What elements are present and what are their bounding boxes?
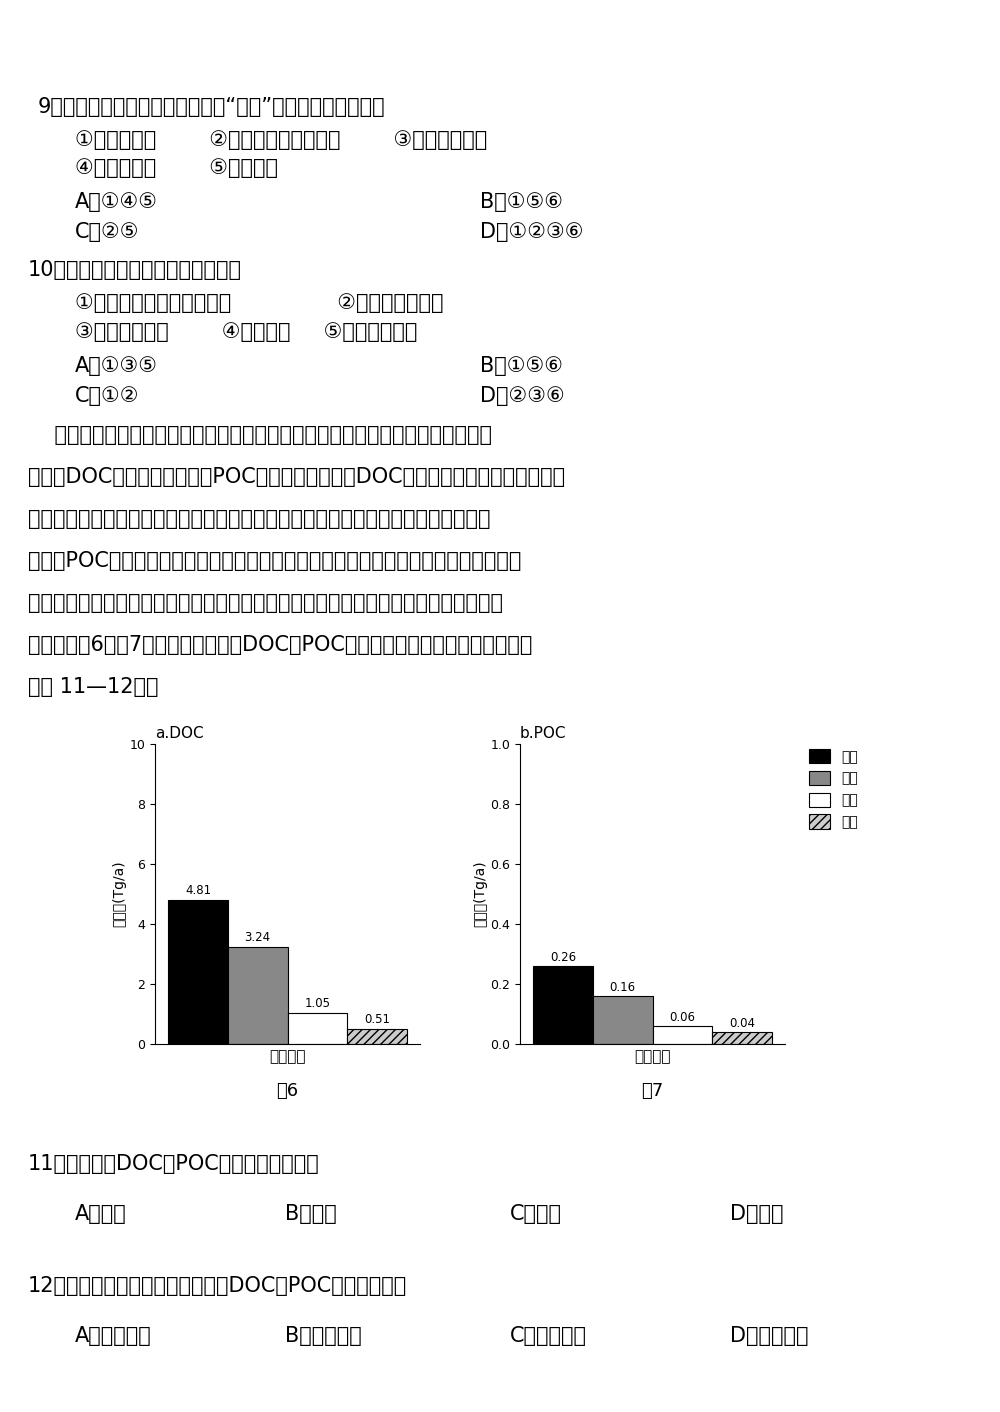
Y-axis label: 输出量(Tg/a): 输出量(Tg/a) [113,861,127,928]
Text: 0.04: 0.04 [729,1017,755,1029]
Bar [228,947,288,1043]
Text: 11．叶尼塞河DOC与POC输出最高的季节是: 11．叶尼塞河DOC与POC输出最高的季节是 [28,1154,320,1173]
Text: D．①②③⑥: D．①②③⑥ [480,222,584,241]
Text: A．气温回升: A．气温回升 [75,1326,152,1346]
Text: 机碳（DOC）和颗粒有机碳（POC），溶解有机碳（DOC）主要来自于地表水和地下水: 机碳（DOC）和颗粒有机碳（POC），溶解有机碳（DOC）主要来自于地表水和地下… [28,467,565,487]
Text: D．降水量多: D．降水量多 [730,1326,808,1346]
Text: ①有利于保护野生海洋资源                ②提高土地利用率: ①有利于保护野生海洋资源 ②提高土地利用率 [75,294,444,313]
Bar [712,1032,772,1043]
Text: 0.06: 0.06 [669,1011,695,1024]
Bar [533,966,593,1043]
Text: C．①②: C．①② [75,385,140,407]
Text: 12．在输出量最高的季节中，影响DOC与POC的直接原因是: 12．在输出量最高的季节中，影响DOC与POC的直接原因是 [28,1276,407,1296]
Text: 明显不同且具有季节性特征，主要受气候、径流过程、冻融过程及人类活动等环境要素: 明显不同且具有季节性特征，主要受气候、径流过程、冻融过程及人类活动等环境要素 [28,593,503,613]
Text: A．①④⑤: A．①④⑤ [75,192,158,212]
Y-axis label: 输出量(Tg/a): 输出量(Tg/a) [474,861,488,928]
Text: 完成 11—12题。: 完成 11—12题。 [28,676,158,698]
Text: C．秋季: C．秋季 [510,1204,562,1224]
Text: 9．距海遥远的新疆能够量产优质“海鲜”的有利条件主要包括: 9．距海遥远的新疆能够量产优质“海鲜”的有利条件主要包括 [38,97,386,117]
Text: 0.16: 0.16 [610,980,636,994]
Text: ①盐碱地广布        ②冰雪融水、水质纯净        ③养殖方式先进: ①盐碱地广布 ②冰雪融水、水质纯净 ③养殖方式先进 [75,130,487,150]
Text: ④太阳辐射强        ⑤政府扶持: ④太阳辐射强 ⑤政府扶持 [75,158,278,178]
Text: 西伯利亚北极河流有机碳输出是全球碳循环的重要一环，河流有机碳包括溶解有: 西伯利亚北极河流有机碳输出是全球碳循环的重要一环，河流有机碳包括溶解有 [28,425,492,445]
Bar [168,899,228,1043]
Legend: 总计, 春季, 夏季, 冬季: 总计, 春季, 夏季, 冬季 [805,746,862,833]
Bar [652,1027,712,1043]
Text: 0.51: 0.51 [364,1014,390,1027]
Text: 0.26: 0.26 [550,950,576,963]
Text: 4.81: 4.81 [185,884,211,897]
Text: 机碳（POC）主要来源于流水冲刷剥蚀、土壤淤滤等。叶尼塞河流域的有机碳输出特征: 机碳（POC）主要来源于流水冲刷剥蚀、土壤淤滤等。叶尼塞河流域的有机碳输出特征 [28,551,521,570]
Text: 图6: 图6 [276,1082,299,1100]
Text: D．冬季: D．冬季 [730,1204,784,1224]
Text: C．②⑤: C．②⑤ [75,222,140,241]
Text: ③保障粮食安全        ④促进就业     ⑤带动产业发展: ③保障粮食安全 ④促进就业 ⑤带动产业发展 [75,322,417,342]
Text: C．植被量大: C．植被量大 [510,1326,587,1346]
Bar [288,1012,347,1043]
Bar [593,995,652,1043]
Bar [347,1029,407,1043]
Text: D．②③⑥: D．②③⑥ [480,385,565,407]
Text: 的影响。图6、图7分别示意叶尼塞河DOC和POC年输出量及其季节分配状况。据此: 的影响。图6、图7分别示意叶尼塞河DOC和POC年输出量及其季节分配状况。据此 [28,635,532,655]
Text: a.DOC: a.DOC [155,726,204,741]
Text: 10．新疆发展海鲜生产的生态意义有: 10．新疆发展海鲜生产的生态意义有 [28,260,242,280]
Text: A．①③⑤: A．①③⑤ [75,356,158,376]
Text: B．春季融雪: B．春季融雪 [285,1326,362,1346]
Text: 图7: 图7 [641,1082,664,1100]
Text: 3.24: 3.24 [245,932,271,945]
Text: B．①⑤⑥: B．①⑤⑥ [480,356,563,376]
Text: 1.05: 1.05 [304,997,330,1010]
Text: 对地表沉积物和冻土的溶解搜运，其浓度与地表水及地下水流量密切相关，而颗粒有: 对地表沉积物和冻土的溶解搜运，其浓度与地表水及地下水流量密切相关，而颗粒有 [28,508,490,530]
Text: B．夏季: B．夏季 [285,1204,337,1224]
Text: B．①⑤⑥: B．①⑤⑥ [480,192,563,212]
Text: A．春季: A．春季 [75,1204,127,1224]
Text: b.POC: b.POC [520,726,566,741]
